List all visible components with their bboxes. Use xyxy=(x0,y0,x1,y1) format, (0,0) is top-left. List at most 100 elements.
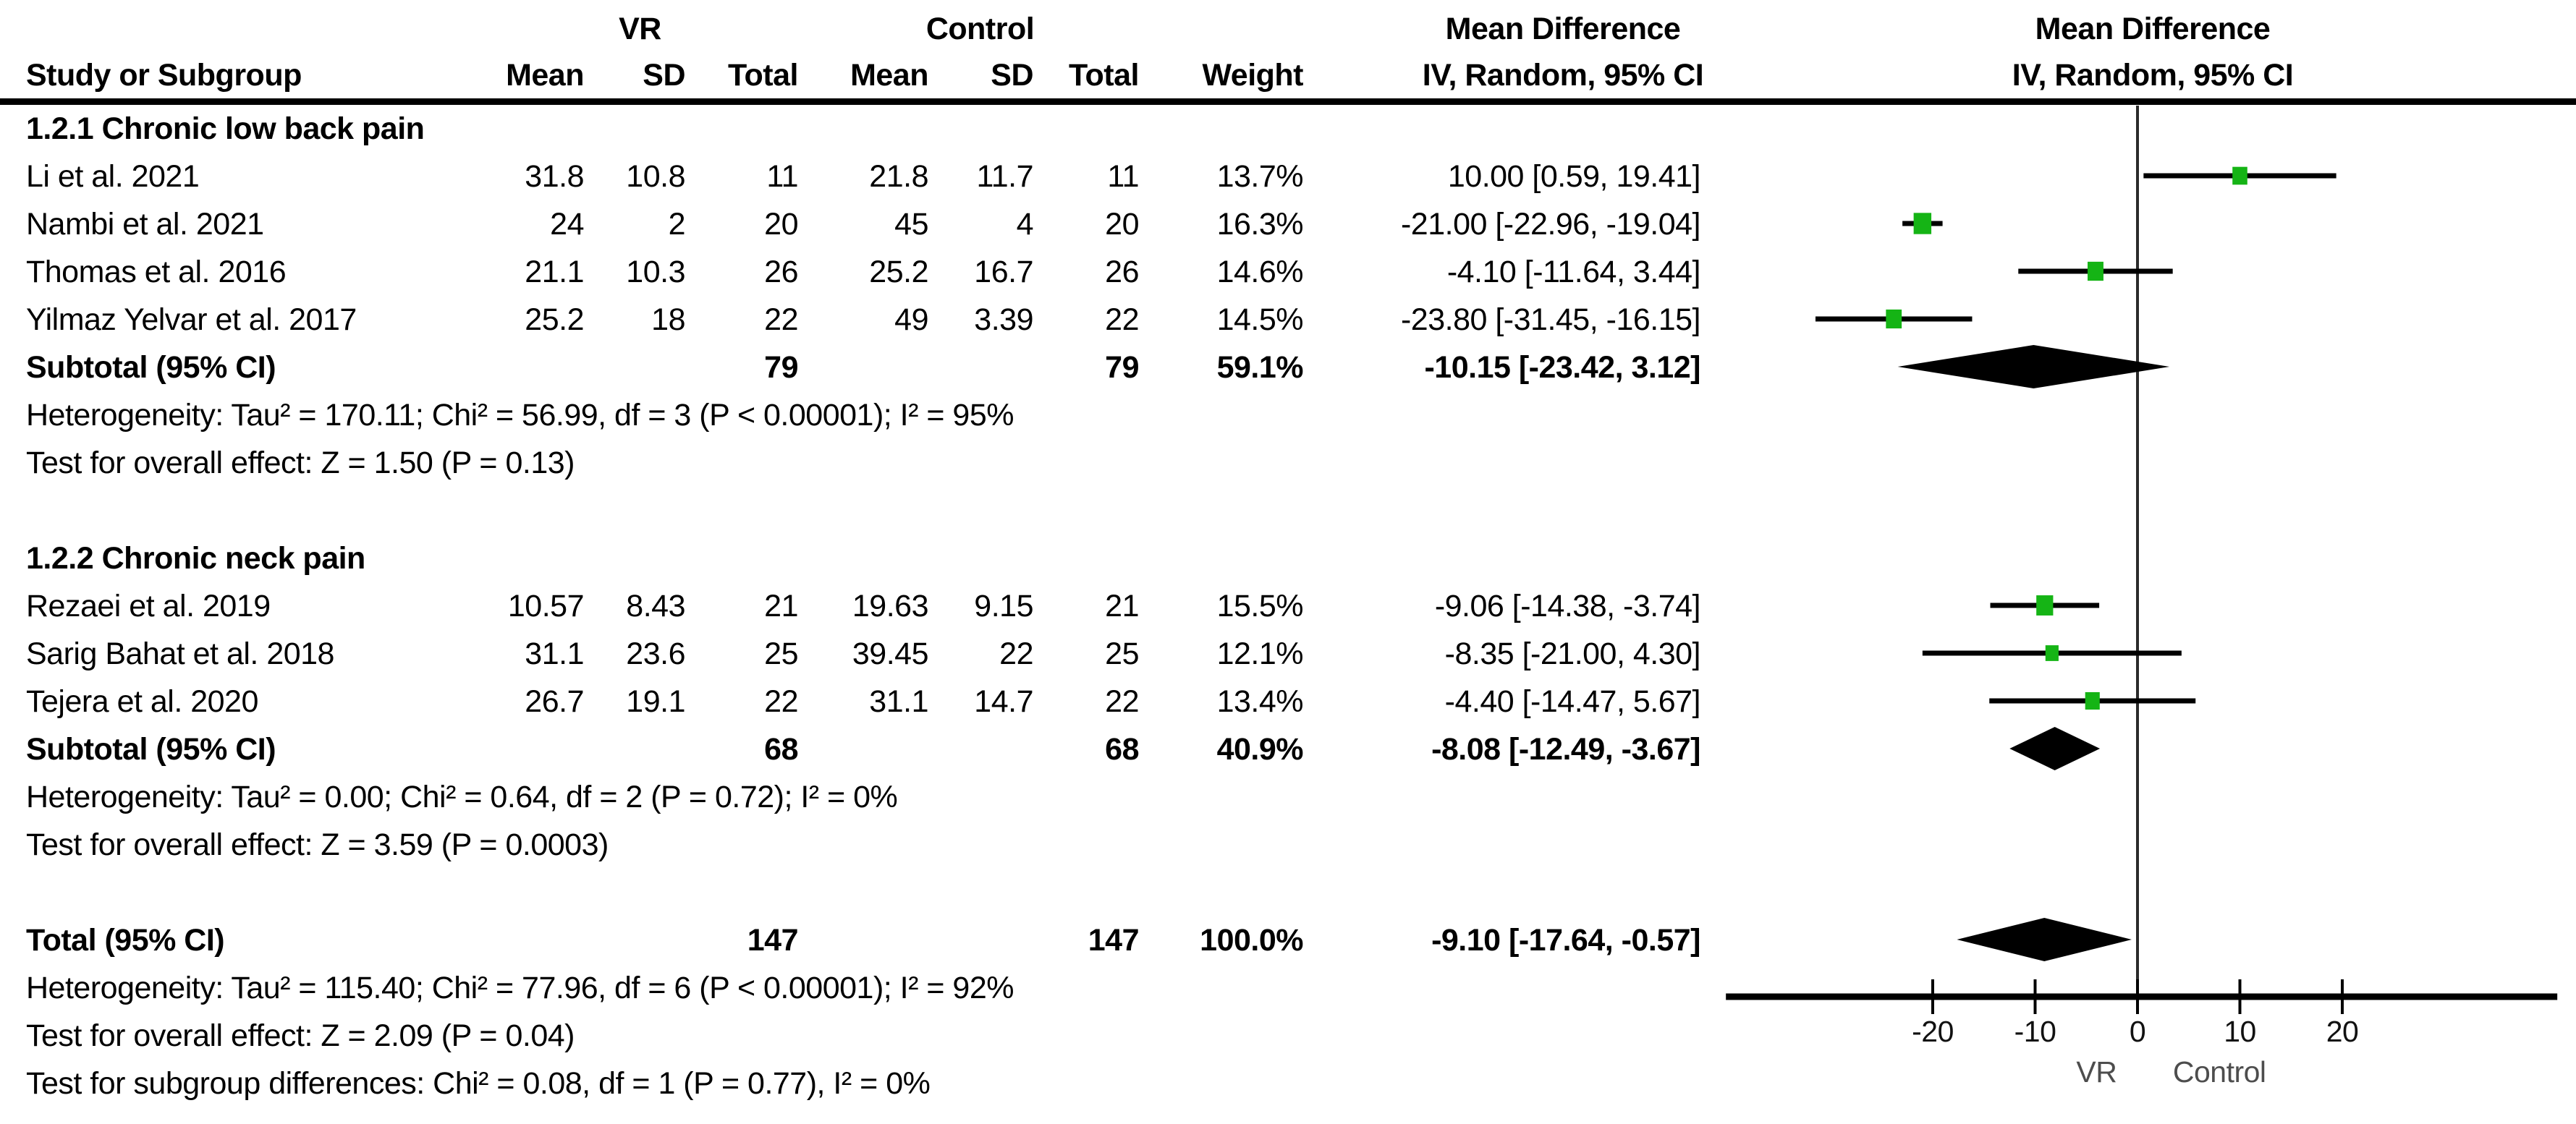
study-name: Nambi et al. 2021 xyxy=(26,207,264,242)
ci-text: -4.40 [-14.47, 5.67] xyxy=(1444,684,1701,719)
vr-sd: 23.6 xyxy=(626,636,685,671)
subtotal-row: Subtotal (95% CI) 68 68 40.9% -8.08 [-12… xyxy=(0,725,1706,773)
c-mean: 25.2 xyxy=(869,255,928,289)
subgroup-differences-text: Test for subgroup differences: Chi² = 0.… xyxy=(26,1066,931,1101)
c-sd: 3.39 xyxy=(974,302,1033,337)
group-header-row: VR Control xyxy=(0,6,1706,52)
vr-mean: 10.57 xyxy=(507,589,585,623)
vr-total: 68 xyxy=(764,732,798,767)
col-c-sd: SD xyxy=(991,58,1033,93)
svg-text:VR: VR xyxy=(2076,1055,2117,1089)
heterogeneity-text: Heterogeneity: Tau² = 0.00; Chi² = 0.64,… xyxy=(26,780,898,814)
weight: 12.1% xyxy=(1216,636,1304,671)
header-divider xyxy=(0,98,2576,105)
study-name: Rezaei et al. 2019 xyxy=(26,589,271,623)
c-total: 147 xyxy=(1088,923,1140,958)
heterogeneity-row: Heterogeneity: Tau² = 0.00; Chi² = 0.64,… xyxy=(0,773,1706,821)
spacer-row xyxy=(0,869,1706,916)
vr-total: 21 xyxy=(764,589,798,623)
svg-text:0: 0 xyxy=(2130,1015,2145,1048)
ci-text: -8.08 [-12.49, -3.67] xyxy=(1431,732,1700,767)
weight: 13.7% xyxy=(1216,159,1304,194)
column-header-row: Study or Subgroup Mean SD Total Mean SD … xyxy=(0,52,1706,98)
c-total: 21 xyxy=(1105,589,1139,623)
vr-total: 11 xyxy=(766,159,798,194)
study-name: Tejera et al. 2020 xyxy=(26,684,258,719)
iv-header-right: IV, Random, 95% CI xyxy=(2012,58,2294,93)
iv-header-left: IV, Random, 95% CI xyxy=(1422,58,1704,93)
col-vr-total: Total xyxy=(727,58,799,93)
vr-sd: 18 xyxy=(651,302,685,337)
table-row: Tejera et al. 2020 26.7 19.1 22 31.1 14.… xyxy=(0,678,1706,725)
table-row: Rezaei et al. 2019 10.57 8.43 21 19.63 9… xyxy=(0,582,1706,630)
vr-mean: 25.2 xyxy=(525,302,584,337)
col-vr-mean: Mean xyxy=(506,58,584,93)
spacer-row xyxy=(0,487,1706,535)
c-total: 68 xyxy=(1105,732,1139,767)
heterogeneity-text: Heterogeneity: Tau² = 115.40; Chi² = 77.… xyxy=(26,971,1014,1005)
vr-sd: 19.1 xyxy=(626,684,685,719)
vr-total: 26 xyxy=(764,255,798,289)
heterogeneity-row: Heterogeneity: Tau² = 170.11; Chi² = 56.… xyxy=(0,391,1706,439)
overall-effect-row: Test for overall effect: Z = 2.09 (P = 0… xyxy=(0,1012,1706,1060)
table-row: Sarig Bahat et al. 2018 31.1 23.6 25 39.… xyxy=(0,630,1706,678)
c-total: 26 xyxy=(1105,255,1139,289)
c-sd: 22 xyxy=(999,636,1033,671)
c-mean: 49 xyxy=(894,302,928,337)
subgroup-differences-row: Test for subgroup differences: Chi² = 0.… xyxy=(0,1060,1706,1107)
c-total: 20 xyxy=(1105,207,1139,242)
vr-group-header: VR xyxy=(619,12,661,46)
overall-effect-row: Test for overall effect: Z = 1.50 (P = 0… xyxy=(0,439,1706,487)
overall-effect-text: Test for overall effect: Z = 2.09 (P = 0… xyxy=(26,1018,575,1053)
vr-mean: 31.8 xyxy=(525,159,584,194)
weight: 100.0% xyxy=(1200,923,1303,958)
md-header-right: Mean Difference xyxy=(2035,12,2271,46)
c-sd: 11.7 xyxy=(976,159,1034,194)
ci-text: -9.06 [-14.38, -3.74] xyxy=(1434,589,1701,623)
weight: 59.1% xyxy=(1216,350,1304,385)
study-name: Thomas et al. 2016 xyxy=(26,255,287,289)
study-name: Yilmaz Yelvar et al. 2017 xyxy=(26,302,357,337)
weight: 14.6% xyxy=(1216,255,1304,289)
col-c-mean: Mean xyxy=(850,58,928,93)
c-mean: 31.1 xyxy=(869,684,928,719)
vr-mean: 21.1 xyxy=(525,255,584,289)
heterogeneity-row: Heterogeneity: Tau² = 115.40; Chi² = 77.… xyxy=(0,964,1706,1012)
vr-sd: 8.43 xyxy=(626,589,685,623)
c-total: 25 xyxy=(1105,636,1139,671)
weight: 14.5% xyxy=(1216,302,1304,337)
c-mean: 39.45 xyxy=(852,636,929,671)
svg-text:20: 20 xyxy=(2326,1015,2359,1048)
vr-sd: 10.8 xyxy=(626,159,685,194)
weight: 16.3% xyxy=(1216,207,1304,242)
ci-text: -9.10 [-17.64, -0.57] xyxy=(1431,923,1700,958)
ci-text: -21.00 [-22.96, -19.04] xyxy=(1400,207,1701,242)
total-row: Total (95% CI) 147 147 100.0% -9.10 [-17… xyxy=(0,916,1706,964)
table-row: Nambi et al. 2021 24 2 20 45 4 20 16.3% … xyxy=(0,200,1706,248)
ci-text: -4.10 [-11.64, 3.44] xyxy=(1446,255,1701,289)
c-total: 22 xyxy=(1105,302,1139,337)
svg-text:Control: Control xyxy=(2173,1055,2266,1089)
overall-effect-text: Test for overall effect: Z = 3.59 (P = 0… xyxy=(26,827,609,862)
vr-mean: 24 xyxy=(550,207,584,242)
ci-text: -10.15 [-23.42, 3.12] xyxy=(1424,350,1700,385)
ci-text: -23.80 [-31.45, -16.15] xyxy=(1400,302,1701,337)
subtotal-label: Subtotal (95% CI) xyxy=(26,350,276,385)
subgroup-title: 1.2.1 Chronic low back pain xyxy=(26,111,425,146)
vr-mean: 31.1 xyxy=(525,636,584,671)
col-vr-sd: SD xyxy=(643,58,685,93)
c-mean: 45 xyxy=(894,207,928,242)
overall-effect-row: Test for overall effect: Z = 3.59 (P = 0… xyxy=(0,821,1706,869)
svg-text:10: 10 xyxy=(2224,1015,2256,1048)
control-group-header: Control xyxy=(925,12,1035,46)
c-sd: 14.7 xyxy=(974,684,1033,719)
subtotal-label: Subtotal (95% CI) xyxy=(26,732,276,767)
table-row: Li et al. 2021 31.8 10.8 11 21.8 11.7 11… xyxy=(0,153,1706,200)
total-label: Total (95% CI) xyxy=(26,923,225,958)
subgroup-title-row: 1.2.2 Chronic neck pain xyxy=(0,535,1706,582)
col-c-total: Total xyxy=(1068,58,1140,93)
vr-mean: 26.7 xyxy=(525,684,584,719)
ci-text: 10.00 [0.59, 19.41] xyxy=(1447,159,1701,194)
